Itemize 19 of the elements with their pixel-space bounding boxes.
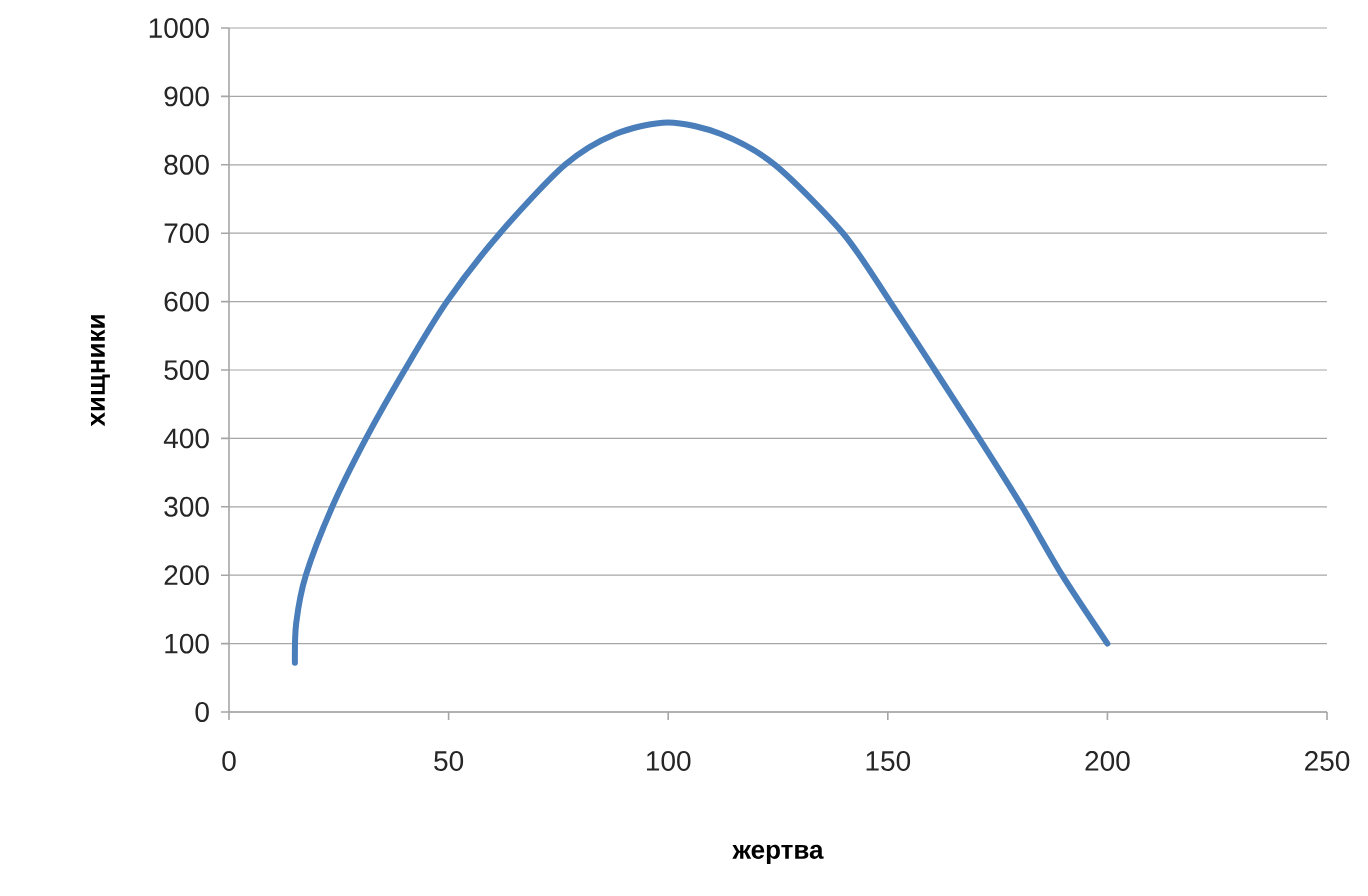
x-axis-title: жертва bbox=[732, 844, 824, 865]
y-tick-label: 1000 bbox=[149, 18, 209, 38]
x-tick-label: 50 bbox=[434, 751, 464, 771]
x-tick-label: 200 bbox=[1085, 751, 1130, 771]
y-tick-label: 100 bbox=[165, 633, 209, 654]
y-tick-label: 400 bbox=[163, 428, 209, 449]
x-tick-label: 0 bbox=[222, 751, 236, 771]
y-tick-label: 300 bbox=[164, 496, 209, 517]
y-tick-label: 700 bbox=[164, 223, 209, 244]
y-tick-label: 500 bbox=[164, 360, 209, 380]
y-axis-title: хищники bbox=[91, 315, 110, 427]
y-tick-label: 800 bbox=[164, 154, 209, 175]
x-tick-label: 150 bbox=[866, 751, 911, 771]
y-tick-label: 0 bbox=[195, 702, 209, 722]
y-tick-label: 200 bbox=[164, 565, 209, 586]
x-tick-label: 100 bbox=[646, 751, 691, 771]
x-tick-label: 250 bbox=[1305, 751, 1350, 771]
y-tick-label: 600 bbox=[164, 291, 209, 312]
y-tick-label: 900 bbox=[164, 86, 209, 107]
